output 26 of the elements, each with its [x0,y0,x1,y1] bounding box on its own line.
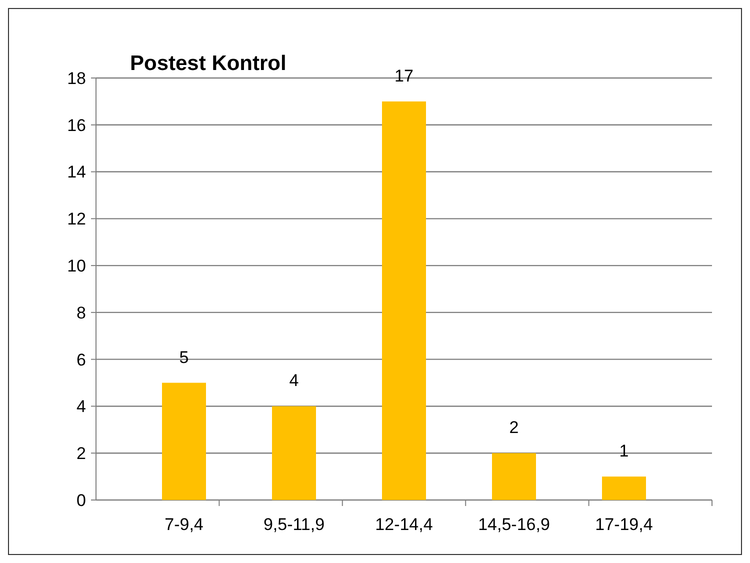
bar [162,382,206,500]
y-tick-label: 0 [76,490,86,510]
x-tick-label: 9,5-11,9 [263,515,325,534]
y-tick-label: 8 [76,303,86,322]
data-label: 2 [509,418,519,438]
y-tick-label: 12 [67,210,86,229]
data-label: 4 [289,371,299,390]
x-tick-label: 12-14,4 [375,515,433,534]
bar [382,101,426,500]
chart-title: Postest Kontrol [130,52,286,75]
bar [272,406,316,500]
y-tick-label: 10 [67,256,86,276]
data-label: 17 [394,66,414,86]
data-label: 1 [619,442,629,461]
y-tick-label: 2 [76,444,86,464]
y-tick-label: 6 [76,350,86,370]
bar [602,476,646,500]
data-label: 5 [179,348,189,367]
y-tick-label: 14 [67,162,86,182]
y-tick-label: 16 [67,116,86,135]
bar [492,453,536,500]
x-tick-label: 7-9,4 [164,515,204,534]
y-tick-label: 4 [76,397,86,416]
y-tick-label: 18 [67,68,86,88]
x-tick-label: 17-19,4 [595,515,653,534]
x-tick-label: 14,5-16,9 [478,515,550,534]
